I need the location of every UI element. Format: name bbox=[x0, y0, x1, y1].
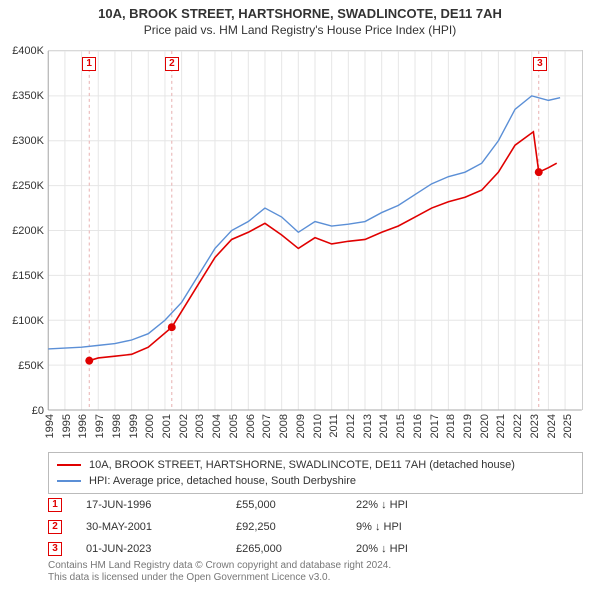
x-tick-label: 2025 bbox=[562, 414, 574, 438]
sale-row: 2 30-MAY-2001£92,2509% ↓ HPI bbox=[48, 516, 583, 538]
y-tick-label: £150K bbox=[12, 270, 44, 282]
y-tick-label: £400K bbox=[12, 45, 44, 57]
sale-delta: 9% ↓ HPI bbox=[356, 521, 583, 533]
y-tick-label: £50K bbox=[18, 360, 44, 372]
x-tick-label: 2023 bbox=[529, 414, 541, 438]
chart-title: 10A, BROOK STREET, HARTSHORNE, SWADLINCO… bbox=[0, 0, 600, 37]
legend-item: 10A, BROOK STREET, HARTSHORNE, SWADLINCO… bbox=[57, 457, 574, 473]
x-tick-label: 2011 bbox=[328, 414, 340, 438]
x-tick-label: 1999 bbox=[128, 414, 140, 438]
x-tick-label: 2004 bbox=[211, 414, 223, 438]
sale-marker-2: 2 bbox=[165, 57, 179, 71]
sale-marker-3: 3 bbox=[533, 57, 547, 71]
sale-delta: 22% ↓ HPI bbox=[356, 499, 583, 511]
x-tick-label: 2014 bbox=[378, 414, 390, 438]
sale-row-marker: 1 bbox=[48, 498, 62, 512]
x-tick-label: 1995 bbox=[61, 414, 73, 438]
x-tick-label: 2009 bbox=[295, 414, 307, 438]
sale-row-marker: 2 bbox=[48, 520, 62, 534]
footer-attribution: Contains HM Land Registry data © Crown c… bbox=[48, 560, 583, 584]
y-tick-label: £300K bbox=[12, 135, 44, 147]
x-tick-label: 2003 bbox=[194, 414, 206, 438]
sale-row: 3 01-JUN-2023£265,00020% ↓ HPI bbox=[48, 538, 583, 560]
sale-delta: 20% ↓ HPI bbox=[356, 543, 583, 555]
footer-line-2: This data is licensed under the Open Gov… bbox=[48, 572, 583, 584]
x-tick-label: 2010 bbox=[312, 414, 324, 438]
sale-row: 1 17-JUN-1996£55,00022% ↓ HPI bbox=[48, 494, 583, 516]
x-tick-label: 2008 bbox=[278, 414, 290, 438]
sale-row-marker: 3 bbox=[48, 542, 62, 556]
x-tick-label: 1998 bbox=[111, 414, 123, 438]
sale-price: £92,250 bbox=[236, 521, 356, 533]
y-tick-label: £250K bbox=[12, 180, 44, 192]
title-line-1: 10A, BROOK STREET, HARTSHORNE, SWADLINCO… bbox=[0, 6, 600, 21]
y-tick-label: £0 bbox=[32, 405, 44, 417]
x-tick-label: 2002 bbox=[178, 414, 190, 438]
chart-svg bbox=[48, 51, 582, 410]
y-tick-label: £200K bbox=[12, 225, 44, 237]
sale-date: 01-JUN-2023 bbox=[86, 543, 236, 555]
x-tick-label: 2019 bbox=[462, 414, 474, 438]
legend-swatch bbox=[57, 480, 81, 482]
legend-swatch bbox=[57, 464, 81, 466]
x-tick-label: 2006 bbox=[245, 414, 257, 438]
x-tick-label: 2005 bbox=[228, 414, 240, 438]
sales-table: 1 17-JUN-1996£55,00022% ↓ HPI 2 30-MAY-2001… bbox=[48, 494, 583, 560]
chart-plot-area: £0£50K£100K£150K£200K£250K£300K£350K£400… bbox=[48, 50, 583, 410]
x-tick-label: 2015 bbox=[395, 414, 407, 438]
sale-marker-1: 1 bbox=[82, 57, 96, 71]
x-tick-label: 2022 bbox=[512, 414, 524, 438]
x-tick-label: 2024 bbox=[546, 414, 558, 438]
sale-date: 30-MAY-2001 bbox=[86, 521, 236, 533]
x-tick-label: 2016 bbox=[412, 414, 424, 438]
sale-price: £265,000 bbox=[236, 543, 356, 555]
footer-line-1: Contains HM Land Registry data © Crown c… bbox=[48, 560, 583, 572]
x-tick-label: 1997 bbox=[94, 414, 106, 438]
x-tick-label: 2007 bbox=[261, 414, 273, 438]
x-tick-label: 2017 bbox=[429, 414, 441, 438]
x-tick-label: 2012 bbox=[345, 414, 357, 438]
x-tick-label: 2018 bbox=[445, 414, 457, 438]
y-tick-label: £100K bbox=[12, 315, 44, 327]
title-line-2: Price paid vs. HM Land Registry's House … bbox=[0, 23, 600, 37]
x-tick-label: 2000 bbox=[144, 414, 156, 438]
x-tick-label: 2001 bbox=[161, 414, 173, 438]
x-tick-label: 1994 bbox=[44, 414, 56, 438]
x-tick-label: 1996 bbox=[77, 414, 89, 438]
legend-label: 10A, BROOK STREET, HARTSHORNE, SWADLINCO… bbox=[89, 459, 515, 471]
x-tick-label: 2013 bbox=[362, 414, 374, 438]
y-tick-label: £350K bbox=[12, 90, 44, 102]
legend-item: HPI: Average price, detached house, Sout… bbox=[57, 473, 574, 489]
x-tick-label: 2021 bbox=[495, 414, 507, 438]
sale-price: £55,000 bbox=[236, 499, 356, 511]
legend: 10A, BROOK STREET, HARTSHORNE, SWADLINCO… bbox=[48, 452, 583, 494]
legend-label: HPI: Average price, detached house, Sout… bbox=[89, 475, 356, 487]
x-tick-label: 2020 bbox=[479, 414, 491, 438]
sale-date: 17-JUN-1996 bbox=[86, 499, 236, 511]
